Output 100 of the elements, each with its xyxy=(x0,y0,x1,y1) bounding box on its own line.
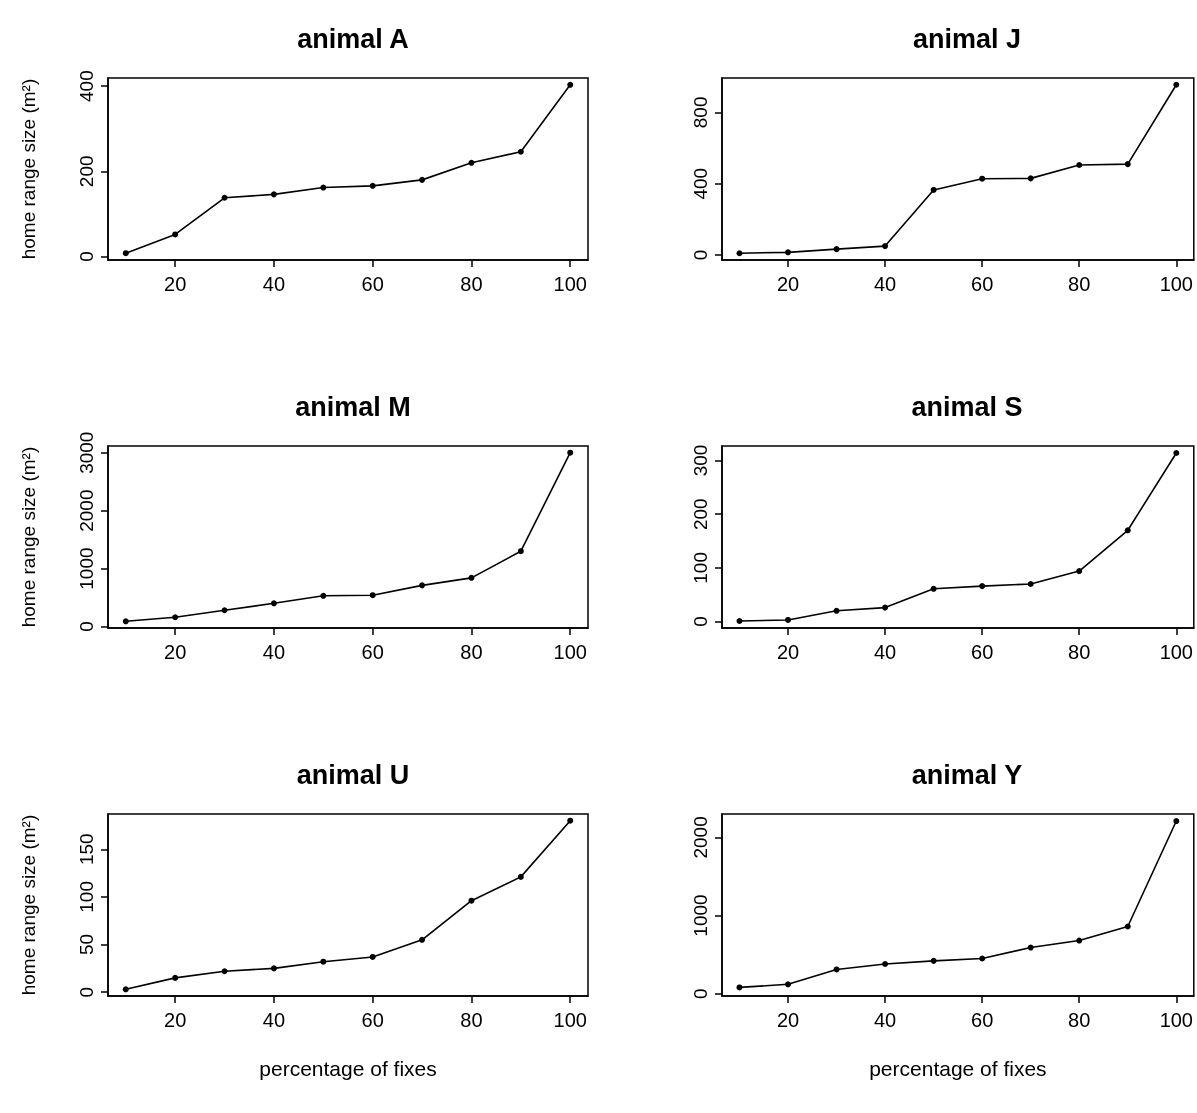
point xyxy=(468,574,475,581)
point xyxy=(517,148,524,155)
point xyxy=(785,981,792,988)
y-tick-label: 300 xyxy=(690,444,711,477)
point xyxy=(736,618,743,625)
x-tick-label: 80 xyxy=(1068,273,1091,295)
x-tick-label: 20 xyxy=(164,1009,187,1031)
point xyxy=(1173,81,1180,88)
point xyxy=(122,618,129,625)
chart-title: animal Y xyxy=(911,759,1023,790)
y-tick-label: 0 xyxy=(690,616,711,627)
point xyxy=(270,600,277,607)
point xyxy=(270,191,277,198)
y-tick-label: 1000 xyxy=(76,547,97,590)
y-axis-title: home range size (m²) xyxy=(18,446,39,628)
x-tick-label: 40 xyxy=(262,273,286,295)
x-tick-label: 40 xyxy=(873,1009,897,1031)
point xyxy=(1076,568,1083,575)
point xyxy=(1173,449,1180,456)
x-tick-label: 80 xyxy=(460,1009,483,1031)
point xyxy=(567,81,574,88)
point xyxy=(172,974,179,981)
point xyxy=(882,960,889,967)
point xyxy=(517,873,524,880)
point xyxy=(1124,923,1131,930)
point xyxy=(221,968,228,975)
x-tick-label: 80 xyxy=(460,273,483,295)
x-tick-label: 100 xyxy=(553,273,587,295)
point xyxy=(979,955,986,962)
x-axis-title: percentage of fixes xyxy=(869,1057,1047,1080)
point xyxy=(221,194,228,201)
point xyxy=(833,607,840,614)
point xyxy=(736,250,743,257)
x-tick-label: 20 xyxy=(164,641,187,663)
point xyxy=(1124,161,1131,168)
point xyxy=(833,966,840,973)
x-tick-label: 20 xyxy=(776,273,800,295)
x-tick-label: 80 xyxy=(1068,1009,1091,1031)
point xyxy=(785,616,792,623)
x-tick-label: 20 xyxy=(776,1009,800,1031)
x-tick-label: 100 xyxy=(553,641,587,663)
x-tick-label: 80 xyxy=(1068,641,1091,663)
point xyxy=(736,984,743,991)
point xyxy=(419,582,426,589)
point xyxy=(1173,818,1180,825)
y-tick-label: 100 xyxy=(76,881,97,913)
y-tick-label: 800 xyxy=(690,96,711,129)
point xyxy=(320,958,327,965)
y-tick-label: 50 xyxy=(76,933,97,956)
y-tick-label: 3000 xyxy=(76,431,97,474)
point xyxy=(930,186,937,193)
point xyxy=(930,957,937,964)
x-tick-label: 60 xyxy=(361,1009,384,1031)
y-axis-title: home range size (m²) xyxy=(18,78,39,260)
x-tick-label: 40 xyxy=(873,273,897,295)
x-tick-label: 100 xyxy=(1159,641,1193,663)
y-tick-label: 0 xyxy=(76,621,97,632)
x-tick-label: 100 xyxy=(1159,273,1193,295)
point xyxy=(172,231,179,238)
chart-title: animal S xyxy=(911,391,1023,422)
y-tick-label: 0 xyxy=(76,986,97,998)
point xyxy=(122,250,129,257)
point xyxy=(882,243,889,250)
y-tick-label: 0 xyxy=(690,249,711,261)
y-tick-label: 1000 xyxy=(690,894,711,937)
point xyxy=(172,614,179,621)
point xyxy=(369,953,376,960)
y-tick-label: 200 xyxy=(76,155,97,188)
x-tick-label: 40 xyxy=(262,1009,286,1031)
chart-title: animal J xyxy=(912,23,1022,54)
point xyxy=(1076,937,1083,944)
x-tick-label: 80 xyxy=(460,641,483,663)
y-tick-label: 400 xyxy=(690,167,711,200)
point xyxy=(221,607,228,614)
point xyxy=(419,176,426,183)
x-tick-label: 60 xyxy=(971,1009,994,1031)
point xyxy=(468,159,475,166)
point xyxy=(1027,580,1034,587)
point xyxy=(1076,161,1083,168)
x-tick-label: 60 xyxy=(361,641,384,663)
point xyxy=(369,592,376,599)
y-tick-label: 2000 xyxy=(690,816,711,859)
point xyxy=(122,986,129,993)
x-tick-label: 20 xyxy=(164,273,187,295)
point xyxy=(785,249,792,256)
point xyxy=(882,604,889,611)
y-axis-title: home range size (m²) xyxy=(18,814,39,996)
y-tick-label: 0 xyxy=(76,251,97,262)
point xyxy=(1124,527,1131,534)
chart-title: animal A xyxy=(297,23,409,54)
point xyxy=(567,449,574,456)
point xyxy=(1027,175,1034,182)
x-tick-label: 40 xyxy=(262,641,286,663)
point xyxy=(979,583,986,590)
y-tick-label: 200 xyxy=(690,498,711,531)
point xyxy=(833,246,840,253)
x-tick-label: 100 xyxy=(1159,1009,1193,1031)
y-tick-label: 0 xyxy=(690,988,711,999)
point xyxy=(320,592,327,599)
point xyxy=(419,936,426,943)
